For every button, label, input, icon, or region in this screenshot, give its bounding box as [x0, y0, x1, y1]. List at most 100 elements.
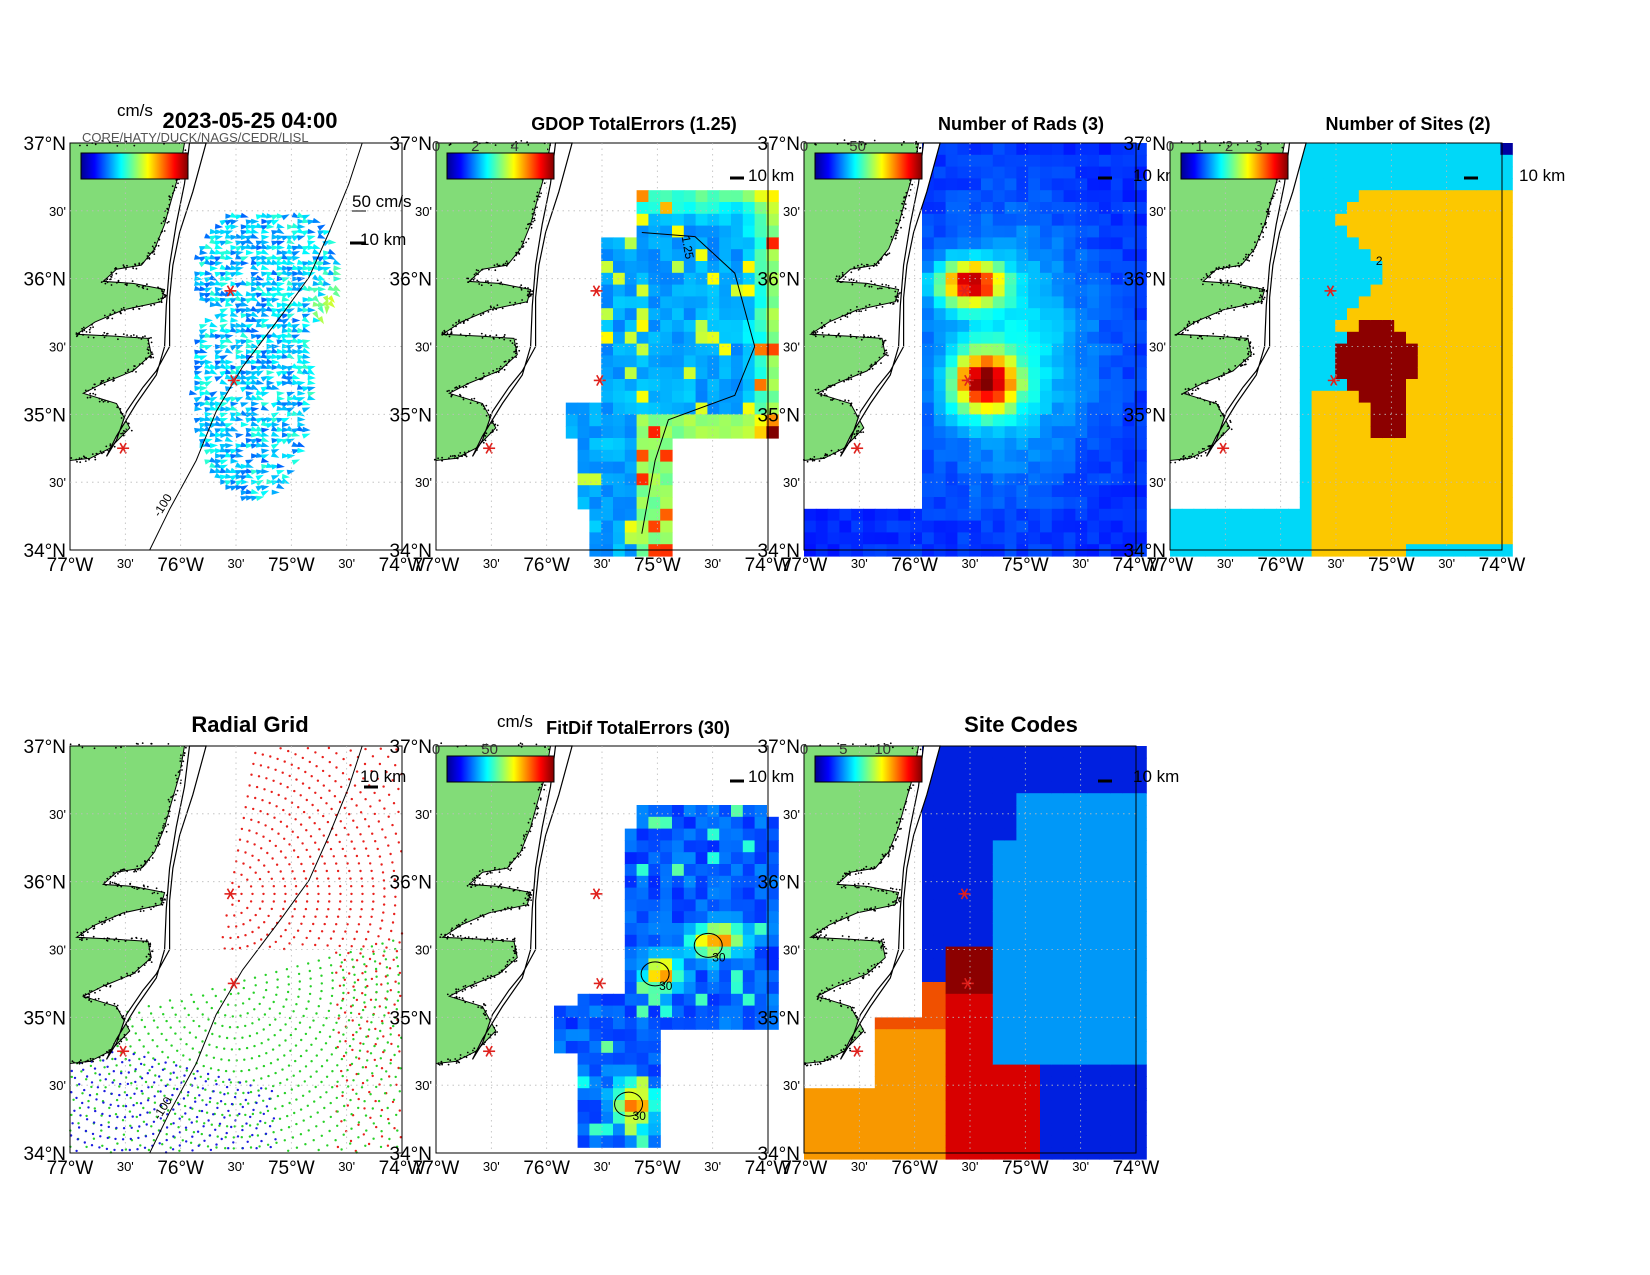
current-arrow: [332, 270, 342, 276]
grid-cell: [1382, 343, 1395, 356]
grid-cell: [1134, 178, 1147, 191]
radial-point: [361, 1066, 365, 1069]
coast-speck: [117, 280, 120, 283]
radial-point: [328, 900, 331, 903]
grid-cell: [1500, 508, 1513, 522]
current-arrow: [240, 490, 249, 496]
grid-cell: [1323, 320, 1336, 333]
coast-speck: [1202, 283, 1204, 286]
grid-cell: [1323, 438, 1336, 451]
radial-point: [284, 928, 287, 932]
radial-point: [356, 978, 360, 982]
grid-cell: [1323, 178, 1336, 191]
radial-point: [327, 877, 330, 880]
radial-point: [268, 1007, 271, 1010]
current-arrow: [312, 317, 321, 323]
grid-cell: [1004, 143, 1017, 156]
radial-point: [240, 892, 243, 896]
coast-speck: [849, 404, 852, 407]
radial-point: [279, 1081, 282, 1085]
grid-cell: [1051, 379, 1065, 392]
current-arrow: [301, 316, 310, 323]
grid-cell: [1040, 261, 1053, 274]
grid-cell: [1406, 261, 1419, 274]
grid-cell: [1299, 249, 1313, 262]
radial-point: [251, 854, 254, 857]
grid-cell: [1394, 296, 1407, 309]
grid-cell: [766, 249, 779, 262]
radial-point: [236, 936, 240, 939]
radial-point: [336, 869, 340, 873]
grid-cell: [1347, 154, 1360, 168]
radial-point: [297, 1084, 300, 1087]
radial-point: [349, 749, 352, 752]
radial-point: [214, 994, 217, 998]
coast-speck: [466, 277, 468, 280]
current-arrow: [251, 281, 260, 287]
coast-speck: [1225, 265, 1228, 268]
grid-cell: [1453, 237, 1466, 250]
grid-cell: [1040, 154, 1053, 168]
grid-cell: [624, 497, 638, 510]
coast-speck: [158, 287, 160, 290]
radial-point: [299, 794, 302, 797]
grid-cell: [839, 508, 852, 522]
coast-speck: [168, 198, 171, 201]
coast-speck: [862, 334, 865, 336]
grid-cell: [815, 520, 829, 533]
grid-cell: [1063, 249, 1076, 262]
coast-speck: [100, 281, 103, 283]
grid-cell: [1299, 532, 1313, 545]
grid-cell: [1075, 461, 1088, 474]
grid-cell: [1311, 390, 1324, 404]
radial-point: [350, 900, 353, 903]
radial-point: [374, 942, 378, 946]
grid-cell: [1016, 308, 1029, 321]
radial-point: [174, 1032, 177, 1035]
lat-tick-label: 35°N: [1124, 405, 1166, 426]
radial-point: [258, 877, 262, 881]
coast-speck: [1194, 383, 1197, 386]
radial-point: [262, 1028, 265, 1031]
current-arrow: [204, 359, 213, 365]
grid-cell: [577, 449, 590, 463]
coast-speck: [105, 280, 108, 282]
radial-point: [358, 1012, 361, 1016]
radial-point: [355, 1092, 358, 1096]
radial-point: [381, 828, 384, 831]
grid-cell: [683, 237, 697, 250]
grid-cell: [1335, 520, 1348, 533]
coast-speck: [811, 331, 814, 334]
radial-point: [174, 1013, 177, 1016]
radial-point: [328, 1035, 332, 1038]
grid-cell: [1500, 390, 1513, 404]
grid-cell: [1004, 426, 1017, 439]
grid-cell: [981, 355, 994, 368]
radial-point: [275, 970, 278, 974]
radial-point: [358, 1049, 362, 1052]
coast-speck: [105, 445, 108, 448]
coast-speck: [536, 198, 539, 201]
coast-speck: [122, 333, 125, 335]
grid-cell: [1276, 520, 1289, 533]
grid-cell: [1028, 261, 1041, 274]
grid-cell: [1087, 473, 1100, 486]
radial-point: [310, 1043, 313, 1047]
coast-speck: [1248, 260, 1251, 262]
lat-tick-label: 37°N: [758, 134, 800, 155]
grid-cell: [1122, 520, 1135, 533]
grid-cell: [1323, 426, 1336, 439]
coast-speck: [94, 388, 96, 391]
grid-cell: [1051, 154, 1065, 168]
grid-cell: [613, 308, 626, 321]
radial-point: [320, 855, 324, 858]
current-arrow: [199, 348, 208, 354]
coast-speck: [81, 327, 83, 330]
radial-point: [386, 1041, 389, 1044]
grid-cell: [1087, 272, 1100, 286]
coast-speck: [1204, 451, 1207, 454]
radial-point: [200, 1132, 203, 1136]
grid-cell: [1488, 190, 1501, 203]
coast-speck: [1281, 146, 1284, 149]
radial-point: [134, 1032, 137, 1035]
